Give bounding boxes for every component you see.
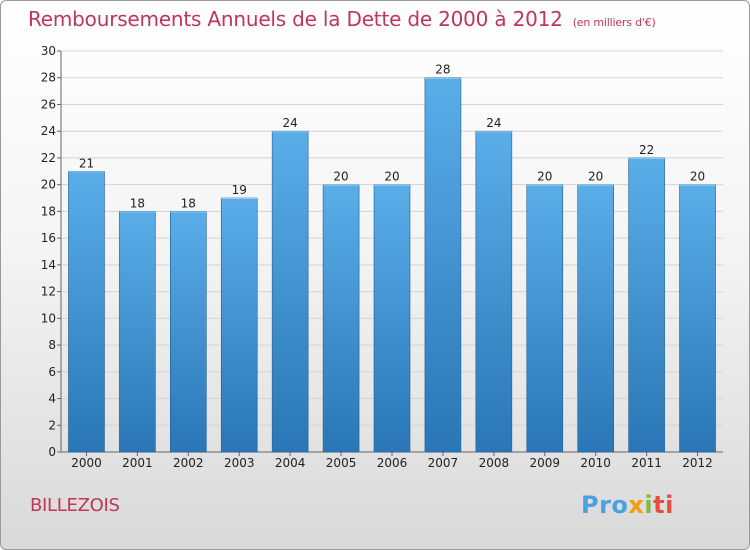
x-tick-label: 2007 xyxy=(428,456,459,470)
bar xyxy=(68,171,105,453)
y-tick-label: 22 xyxy=(41,151,56,165)
bar xyxy=(373,184,411,453)
logo-part-2: x xyxy=(628,491,645,519)
y-tick-label: 20 xyxy=(41,178,56,192)
y-tick-label: 2 xyxy=(48,418,56,432)
bar xyxy=(220,197,258,453)
chart-unit: (en milliers d'€) xyxy=(572,16,656,29)
y-tick-label: 14 xyxy=(41,258,56,272)
x-tick-label: 2001 xyxy=(122,456,153,470)
logo-part-1: Pro xyxy=(581,491,629,519)
bar xyxy=(119,211,156,453)
x-tick-label: 2011 xyxy=(631,456,662,470)
x-tick-label: 2008 xyxy=(479,456,510,470)
bars xyxy=(68,77,716,453)
x-tick-label: 2002 xyxy=(173,456,204,470)
data-label: 20 xyxy=(690,170,705,184)
bar xyxy=(170,211,207,453)
data-label: 20 xyxy=(588,170,603,184)
labels: 0246810121416182022242628302120001820011… xyxy=(41,44,713,470)
y-tick-label: 24 xyxy=(41,124,56,138)
bar xyxy=(322,184,360,453)
data-label: 28 xyxy=(435,63,450,77)
proxiti-logo[interactable]: Proxiti xyxy=(581,491,674,519)
x-tick-label: 2012 xyxy=(682,456,713,470)
y-tick-label: 26 xyxy=(41,97,56,111)
y-tick-label: 10 xyxy=(41,311,56,325)
logo-part-3: i xyxy=(644,491,654,519)
bar xyxy=(271,130,309,453)
data-label: 21 xyxy=(79,156,94,170)
y-tick-label: 0 xyxy=(48,445,56,459)
data-label: 19 xyxy=(232,183,247,197)
x-tick-label: 2004 xyxy=(275,456,306,470)
bar xyxy=(628,157,665,453)
y-tick-label: 28 xyxy=(41,71,56,85)
y-tick-label: 8 xyxy=(48,338,56,352)
x-tick-label: 2003 xyxy=(224,456,255,470)
y-tick-label: 30 xyxy=(41,44,56,58)
x-tick-label: 2006 xyxy=(377,456,408,470)
y-tick-label: 18 xyxy=(41,204,56,218)
data-label: 24 xyxy=(486,116,501,130)
y-tick-label: 16 xyxy=(41,231,56,245)
x-tick-label: 2009 xyxy=(529,456,560,470)
bar xyxy=(526,184,564,453)
bar xyxy=(577,184,614,453)
bar xyxy=(424,77,462,453)
chart-title: Remboursements Annuels de la Dette de 20… xyxy=(28,7,656,31)
x-tick-label: 2010 xyxy=(580,456,611,470)
data-label: 22 xyxy=(639,143,654,157)
commune-name: BILLEZOIS xyxy=(30,495,120,516)
y-tick-label: 6 xyxy=(48,365,56,379)
y-tick-label: 12 xyxy=(41,285,56,299)
data-label: 20 xyxy=(537,170,552,184)
data-label: 24 xyxy=(283,116,298,130)
data-label: 20 xyxy=(384,170,399,184)
x-tick-label: 2005 xyxy=(326,456,357,470)
data-label: 20 xyxy=(333,170,348,184)
bar xyxy=(475,130,513,453)
logo-part-4: ti xyxy=(653,491,674,519)
y-tick-label: 4 xyxy=(48,392,56,406)
data-label: 18 xyxy=(130,196,145,210)
data-label: 18 xyxy=(181,196,196,210)
x-tick-label: 2000 xyxy=(71,456,102,470)
bar xyxy=(679,184,716,453)
